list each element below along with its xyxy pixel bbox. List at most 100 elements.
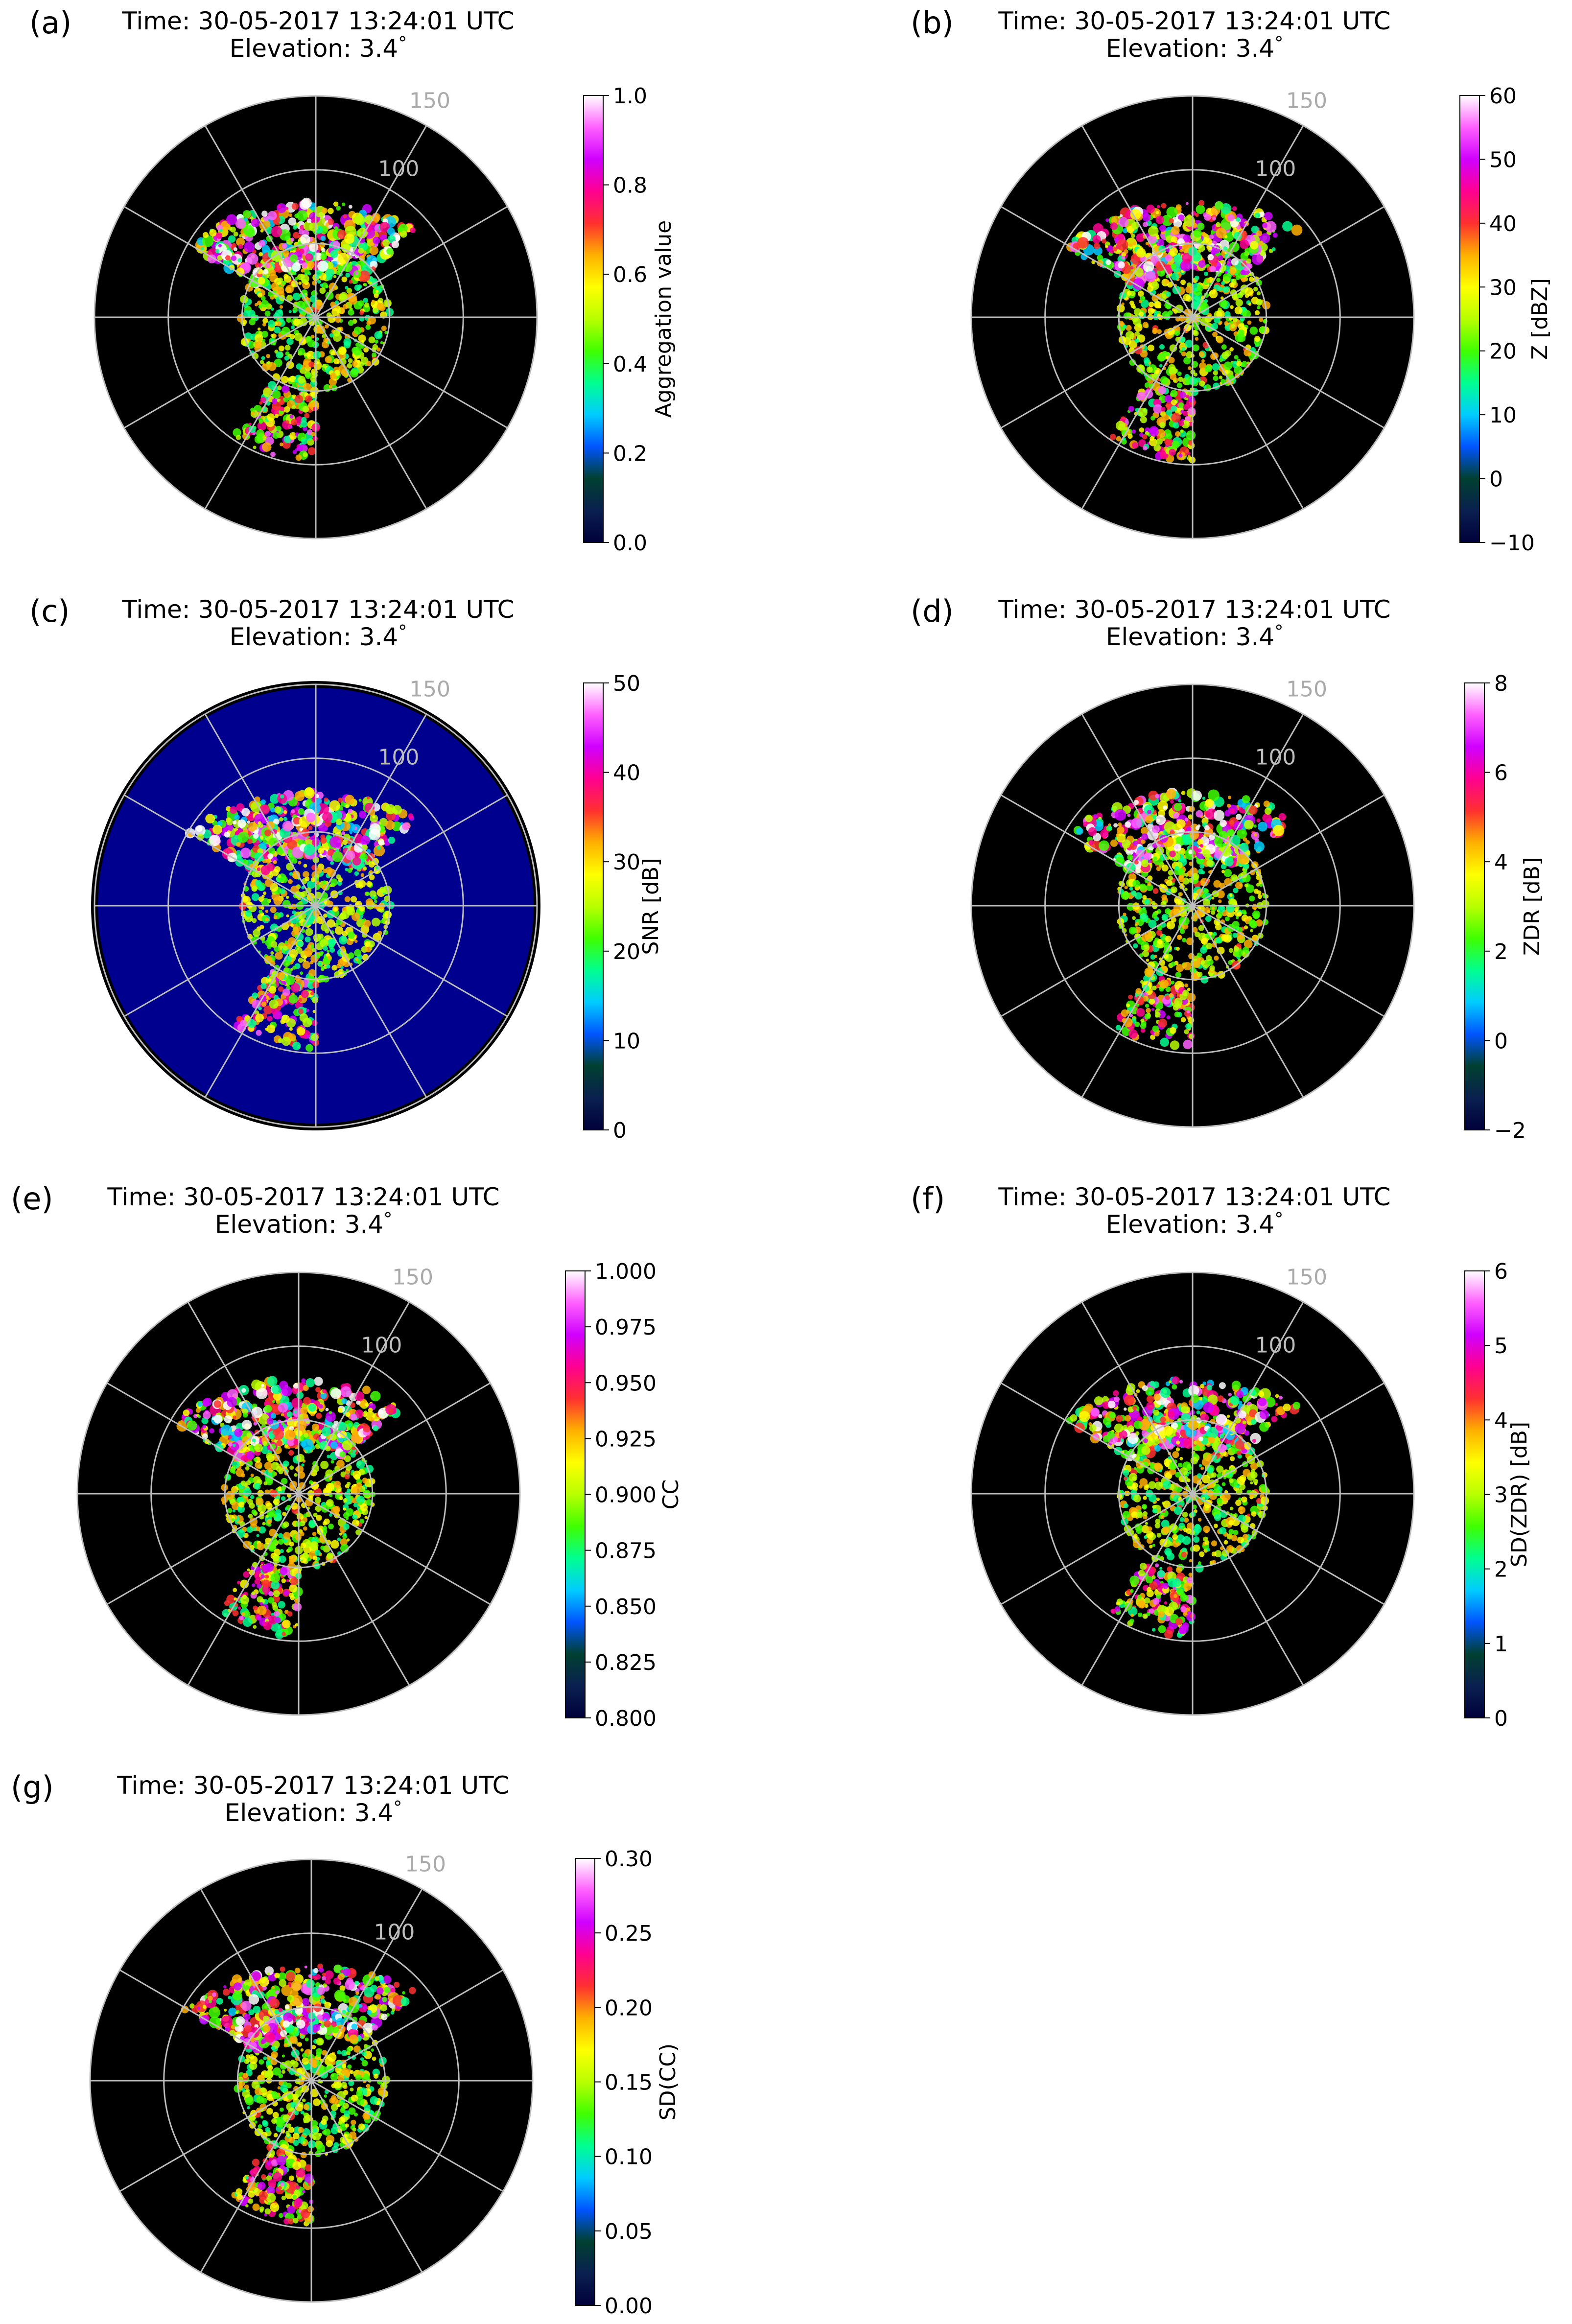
azimuth-spoke bbox=[1000, 1382, 1193, 1495]
azimuth-spoke bbox=[311, 2080, 504, 2192]
azimuth-spoke bbox=[204, 713, 317, 906]
colorbar-tick-label: 0 bbox=[1494, 1029, 1508, 1054]
range-label: 150 bbox=[1286, 677, 1327, 702]
panel-time-title: Time: 30-05-2017 13:24:01 UTC bbox=[121, 7, 514, 35]
degree-symbol: ° bbox=[1274, 1209, 1283, 1229]
azimuth-spoke bbox=[1192, 125, 1304, 318]
colorbar-tick-label: 0.800 bbox=[595, 1706, 657, 1731]
azimuth-spoke bbox=[1081, 1493, 1194, 1686]
colorbar-tick-label: 0.4 bbox=[613, 352, 647, 377]
colorbar bbox=[575, 1858, 595, 2306]
degree-symbol: ° bbox=[1274, 33, 1283, 53]
azimuth-spoke bbox=[1081, 317, 1194, 510]
panel-letter: (f) bbox=[911, 1181, 945, 1217]
panel-elevation-title: Elevation: 3.4° bbox=[225, 1798, 402, 1827]
azimuth-spoke bbox=[315, 794, 508, 907]
colorbar-tick-label: 0.15 bbox=[605, 2070, 653, 2095]
panel-time-title: Time: 30-05-2017 13:24:01 UTC bbox=[117, 1771, 509, 1800]
colorbar-tick-label: 20 bbox=[613, 939, 640, 964]
azimuth-spoke bbox=[310, 1888, 423, 2081]
colorbar-tick-label: 4 bbox=[1494, 1408, 1508, 1433]
colorbar-tick-label: 30 bbox=[613, 850, 640, 875]
range-label: 100 bbox=[1255, 157, 1296, 182]
azimuth-spoke bbox=[1192, 794, 1385, 907]
range-label: 100 bbox=[374, 1920, 415, 1945]
colorbar-tick-label: 1.000 bbox=[595, 1259, 657, 1284]
azimuth-spoke bbox=[1000, 1493, 1193, 1605]
azimuth-spoke bbox=[310, 2080, 423, 2273]
degree-symbol: ° bbox=[398, 622, 407, 642]
colorbar-tick-label: 10 bbox=[613, 1029, 640, 1054]
azimuth-spoke bbox=[119, 1969, 312, 2082]
radar-echo-field bbox=[1066, 200, 1303, 464]
azimuth-spoke bbox=[1192, 1301, 1304, 1494]
azimuth-spoke bbox=[106, 1382, 299, 1495]
radar-panel: (f) Time: 30-05-2017 13:24:01 UTCElevatio… bbox=[911, 1181, 1532, 1731]
panel-elevation-title: Elevation: 3.4° bbox=[1106, 33, 1284, 63]
colorbar-tick-label: 0.2 bbox=[613, 441, 647, 466]
panel-elevation-title: Elevation: 3.4° bbox=[230, 33, 407, 63]
colorbar bbox=[583, 682, 604, 1130]
radar-echo-field bbox=[1073, 788, 1286, 1050]
panel-time-title: Time: 30-05-2017 13:24:01 UTC bbox=[121, 595, 514, 624]
degree-symbol: ° bbox=[398, 33, 407, 53]
colorbar-tick-label: 0.20 bbox=[605, 1995, 653, 2020]
colorbar bbox=[1464, 682, 1485, 1130]
azimuth-spoke bbox=[315, 905, 508, 1017]
panel-letter: (e) bbox=[11, 1181, 53, 1217]
range-label: 100 bbox=[1255, 1333, 1296, 1358]
colorbar-tick-label: 0.00 bbox=[605, 2294, 653, 2319]
azimuth-spoke bbox=[200, 1888, 312, 2081]
azimuth-spoke bbox=[123, 794, 316, 907]
degree-symbol: ° bbox=[393, 1798, 402, 1818]
colorbar-tick-label: 0 bbox=[1489, 467, 1503, 492]
colorbar-tick-label: 50 bbox=[1489, 147, 1517, 172]
azimuth-spoke bbox=[315, 316, 508, 429]
azimuth-spoke bbox=[298, 1493, 410, 1686]
colorbar-tick-label: 6 bbox=[1494, 761, 1508, 786]
radar-panel: (b) Time: 30-05-2017 13:24:01 UTCElevatio… bbox=[911, 5, 1552, 556]
azimuth-spoke bbox=[1081, 125, 1194, 318]
azimuth-spoke bbox=[1192, 317, 1304, 510]
azimuth-spoke bbox=[123, 905, 316, 1017]
colorbar-label: SD(CC) bbox=[656, 2043, 680, 2121]
colorbar-label: SNR [dB] bbox=[638, 858, 663, 955]
colorbar-tick-label: 0.8 bbox=[613, 173, 647, 198]
colorbar-label: Aggregation value bbox=[651, 220, 676, 418]
azimuth-spoke bbox=[1081, 1301, 1194, 1494]
azimuth-spoke bbox=[1000, 316, 1193, 429]
azimuth-spoke bbox=[1000, 206, 1193, 318]
range-label: 150 bbox=[405, 1852, 446, 1877]
colorbar-label: SD(ZDR) [dB] bbox=[1507, 1422, 1532, 1567]
colorbar-tick-label: 0.975 bbox=[595, 1315, 657, 1340]
colorbar-tick-label: 0.25 bbox=[605, 1921, 653, 1946]
azimuth-spoke bbox=[315, 905, 427, 1098]
azimuth-spoke bbox=[315, 713, 427, 906]
colorbar bbox=[1459, 95, 1480, 543]
panel-letter: (a) bbox=[29, 5, 71, 41]
azimuth-spoke bbox=[187, 1493, 300, 1686]
colorbar-tick-label: 50 bbox=[613, 671, 640, 696]
panel-letter: (d) bbox=[911, 593, 954, 629]
colorbar-tick-label: 6 bbox=[1494, 1259, 1508, 1284]
degree-symbol: ° bbox=[383, 1209, 392, 1229]
colorbar-tick-label: 4 bbox=[1494, 850, 1508, 875]
colorbar-tick-label: 0.850 bbox=[595, 1595, 657, 1620]
azimuth-spoke bbox=[1192, 316, 1385, 429]
azimuth-spoke bbox=[187, 1301, 300, 1494]
colorbar-tick-label: 0.6 bbox=[613, 262, 647, 287]
azimuth-spoke bbox=[1081, 905, 1194, 1098]
azimuth-spoke bbox=[119, 2080, 312, 2192]
colorbar-tick-label: 0.825 bbox=[595, 1650, 657, 1675]
colorbar bbox=[1464, 1270, 1485, 1718]
azimuth-spoke bbox=[1000, 905, 1193, 1017]
range-label: 150 bbox=[409, 88, 450, 113]
colorbar-label: CC bbox=[658, 1479, 683, 1509]
azimuth-spoke bbox=[1192, 905, 1304, 1098]
colorbar bbox=[565, 1270, 586, 1718]
azimuth-spoke bbox=[1192, 1493, 1385, 1605]
colorbar-tick-label: 8 bbox=[1494, 671, 1508, 696]
azimuth-spoke bbox=[315, 125, 427, 318]
panel-elevation-title: Elevation: 3.4° bbox=[215, 1209, 393, 1239]
azimuth-spoke bbox=[123, 206, 316, 318]
